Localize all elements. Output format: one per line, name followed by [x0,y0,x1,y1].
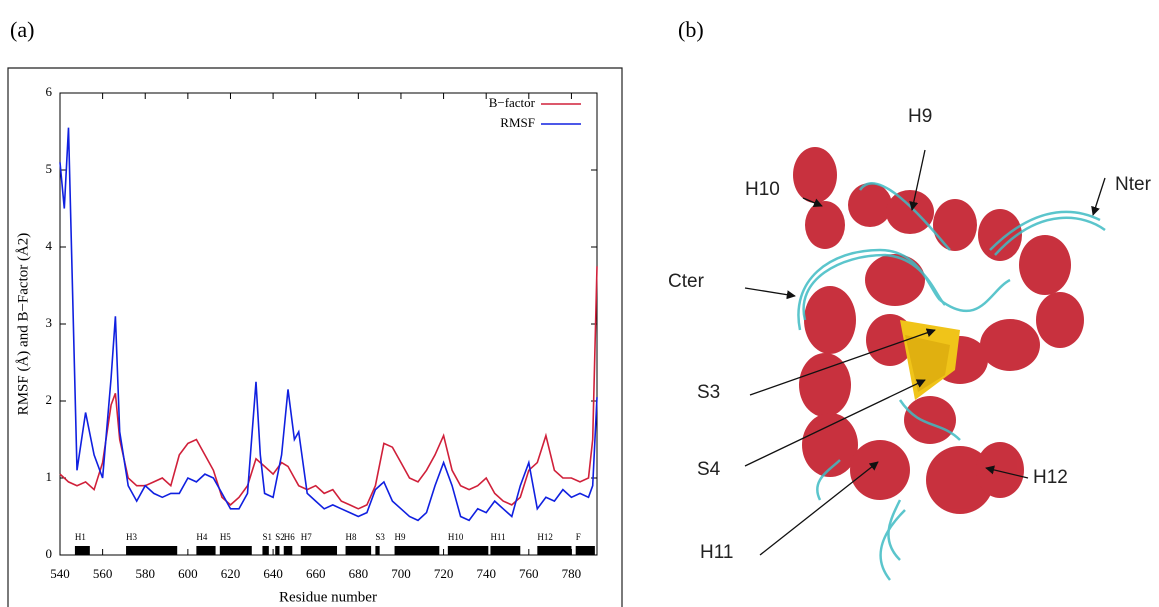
structure-label: S4 [697,459,721,480]
structure-label: Nter [1115,174,1152,195]
y-axis-title: RMSF (Å) and B−Factor (Å2) [15,233,31,416]
ss-bar [575,546,595,555]
ss-bar [262,546,269,555]
plot: 540 560 580 600 620 640 660 680 700 720 740 760 780 0… [46,84,598,581]
annotation-arrow [985,465,1029,479]
ss-label: S2 [275,532,285,542]
x-tick-label: 620 [221,566,241,581]
annotation-arrow [749,328,936,396]
ss-label: H9 [395,532,406,542]
x-tick-label: 540 [50,566,70,581]
series-line [59,127,598,522]
protein-structure [793,147,1106,581]
y-tick-label: 2 [46,392,53,407]
x-tick-label: 780 [562,566,582,581]
structure-label: S3 [697,382,720,403]
y-tick-label: 3 [46,315,53,330]
ss-label: H11 [490,532,505,542]
series-line [59,266,598,510]
y-tick-label: 1 [46,469,53,484]
x-axis-title: Residue number [279,589,377,605]
ss-label: H4 [196,532,207,542]
structure-label: H11 [700,542,733,563]
panel-frame [7,67,623,607]
ss-bar [74,546,90,555]
ss-bar [447,546,489,555]
ss-bar [345,546,372,555]
ss-bar [219,546,252,555]
ss-bar [275,546,280,555]
y-tick-label: 6 [46,84,53,99]
structure-label: H9 [908,106,932,127]
x-tick-label: 760 [519,566,539,581]
ss-label: H3 [126,532,137,542]
ss-bar [537,546,572,555]
ss-bar [300,546,338,555]
annotation-arrow [1091,177,1106,216]
structure-label: H10 [745,179,780,200]
annotation-arrow [759,461,879,556]
ss-label: H8 [346,532,357,542]
x-tick-label: 600 [178,566,198,581]
x-tick-label: 720 [434,566,454,581]
y-tick-label: 4 [46,238,53,253]
ss-bar [490,546,521,555]
structure-label: Cter [668,271,705,292]
annotation-arrow [744,287,796,300]
x-tick-label: 640 [263,566,283,581]
y-tick-label: 5 [46,161,53,176]
panel-label: (a) [10,17,34,42]
annotation-arrow [744,379,926,467]
annotation-arrow [909,149,926,211]
legend-label: B−factor [489,95,536,110]
x-tick-label: 700 [391,566,411,581]
ss-bar [283,546,293,555]
ss-label: H6 [284,532,295,542]
x-tick-label: 680 [349,566,369,581]
x-tick-label: 560 [93,566,113,581]
structure-label: H12 [1033,467,1068,488]
x-tick-label: 660 [306,566,326,581]
ss-bar [394,546,440,555]
ss-bar [196,546,216,555]
ss-label: F [576,532,581,542]
x-tick-label: 740 [476,566,496,581]
panel-label: (b) [678,17,704,42]
ss-bar [126,546,178,555]
y-tick-label: 0 [46,546,53,561]
ss-label: H12 [537,532,553,542]
ss-bar [375,546,380,555]
x-tick-label: 580 [135,566,155,581]
legend-label: RMSF [500,115,535,130]
ss-label: S1 [262,532,272,542]
ss-label: H1 [75,532,86,542]
ss-label: H10 [448,532,464,542]
ss-label: H7 [301,532,312,542]
ss-label: S3 [375,532,385,542]
annotation-arrow [802,197,823,208]
ss-label: H5 [220,532,231,542]
